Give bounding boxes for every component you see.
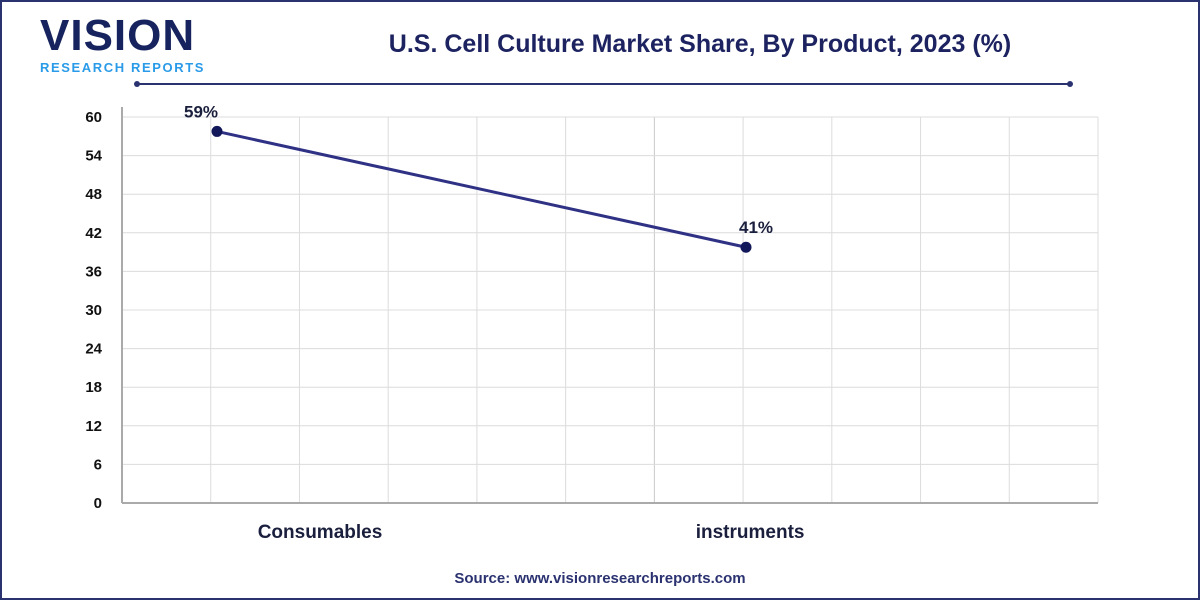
logo-sub: RESEARCH REPORTS <box>40 60 206 75</box>
data-label: 41% <box>739 218 773 237</box>
logo-main: VISION <box>40 11 196 60</box>
x-category-label: Consumables <box>258 522 383 543</box>
data-label: 59% <box>184 102 218 121</box>
rule-dot-right <box>1067 81 1073 87</box>
y-tick-label: 6 <box>94 456 102 473</box>
y-tick-label: 48 <box>85 186 102 203</box>
rule-dot-left <box>134 81 140 87</box>
source-text: Source: www.visionresearchreports.com <box>454 570 746 587</box>
y-tick-label: 30 <box>85 302 102 319</box>
y-tick-label: 36 <box>85 263 102 280</box>
series-line <box>216 129 747 249</box>
data-point <box>740 241 752 253</box>
y-tick-label: 54 <box>85 148 102 165</box>
y-tick-label: 60 <box>85 109 102 126</box>
chart-title: U.S. Cell Culture Market Share, By Produ… <box>388 30 1012 58</box>
y-tick-label: 18 <box>85 379 102 396</box>
y-tick-label: 0 <box>94 495 102 512</box>
x-category-label: instruments <box>696 522 805 543</box>
y-tick-label: 12 <box>85 418 102 435</box>
y-tick-label: 42 <box>85 225 102 242</box>
data-point <box>211 125 223 137</box>
logo: VISION RESEARCH REPORTS <box>40 11 206 76</box>
y-tick-label: 24 <box>85 341 102 358</box>
